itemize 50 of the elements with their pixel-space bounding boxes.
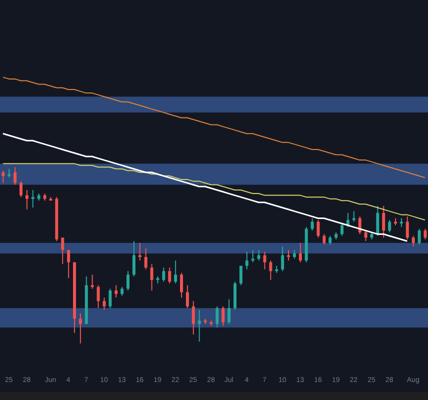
candlestick xyxy=(424,228,427,240)
candlestick xyxy=(358,216,362,235)
candlestick xyxy=(67,249,70,279)
candlestick xyxy=(287,249,290,262)
candlestick xyxy=(61,237,64,265)
candlestick xyxy=(180,272,183,298)
candlestick xyxy=(20,180,22,198)
candlestick xyxy=(108,288,112,309)
candlestick xyxy=(376,205,380,236)
candlestick xyxy=(126,270,130,291)
candlestick xyxy=(162,267,166,282)
candlestick xyxy=(168,267,172,284)
candlestick xyxy=(90,274,94,290)
candlestick xyxy=(216,306,219,328)
candlestick xyxy=(114,284,118,298)
candlestick xyxy=(25,190,28,210)
candlestick xyxy=(14,166,17,186)
candlestick xyxy=(316,219,320,238)
candlestick xyxy=(340,223,344,236)
candlestick xyxy=(322,234,326,246)
candlestick xyxy=(364,230,368,242)
candlestick xyxy=(412,235,415,247)
candlestick xyxy=(222,306,225,326)
candlestick xyxy=(245,251,248,270)
candlestick xyxy=(174,260,178,284)
candlestick xyxy=(132,240,136,277)
candlestick xyxy=(31,190,34,208)
candlestick xyxy=(352,210,356,222)
candlestick xyxy=(150,264,154,291)
candlestick xyxy=(186,284,189,309)
candlestick xyxy=(239,265,242,286)
candlestick xyxy=(298,242,302,263)
candlestick xyxy=(198,309,201,342)
candlestick xyxy=(269,260,272,280)
candlestick xyxy=(96,284,100,309)
candlestick xyxy=(138,242,142,262)
candlestick xyxy=(388,219,392,233)
candlestick xyxy=(382,205,386,238)
candlestick xyxy=(78,312,82,344)
candlestick xyxy=(281,246,284,272)
candlestick xyxy=(2,170,5,184)
candlestick xyxy=(257,249,260,262)
candlestick xyxy=(228,298,231,324)
candlestick xyxy=(192,300,195,336)
candlestick xyxy=(263,251,266,270)
candlestick xyxy=(102,297,106,310)
candlestick xyxy=(310,218,314,232)
candlestick xyxy=(406,216,409,240)
candlestick xyxy=(418,228,421,246)
candlestick xyxy=(144,248,148,270)
